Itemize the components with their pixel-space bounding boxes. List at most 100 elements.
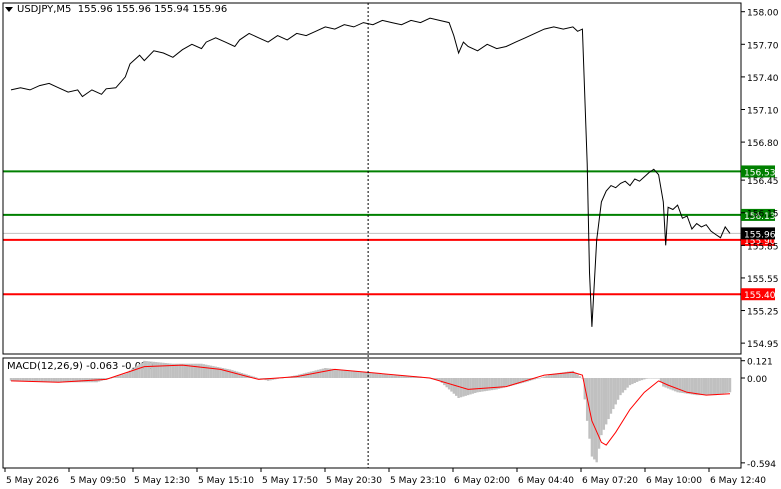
macd-histogram-bar [678,378,682,393]
macd-histogram-bar [228,369,232,378]
macd-histogram-bar [383,374,386,378]
macd-histogram-bar [309,371,313,378]
macd-histogram-bar [238,372,241,378]
macd-histogram-bar [388,374,391,378]
macd-histogram-bar [40,378,44,382]
macd-histogram-bar [571,370,575,378]
macd-histogram-bar [564,371,567,378]
macd-histogram-bar [688,378,691,395]
macd-histogram-bar [314,370,317,378]
macd-histogram-bar [712,378,715,396]
macd-histogram-bar [695,378,698,396]
macd-histogram-bar [195,363,198,378]
macd-histogram-bar [616,378,620,400]
macd-histogram-bar [147,361,151,378]
macd-histogram-bar [495,378,498,390]
macd-histogram-bar [638,378,641,381]
macd-histogram-bar [66,378,70,383]
macd-histogram-bar [481,378,484,392]
price-tick-label: 156.80 [747,139,779,149]
ohlc-values: 155.96 155.96 155.94 155.96 [77,4,228,15]
macd-histogram-bar [83,378,87,383]
macd-histogram-bar [452,378,456,394]
macd-histogram-bar [121,374,125,378]
macd-histogram-bar [197,363,201,378]
macd-histogram-bar [650,378,653,379]
macd-histogram-bar [307,372,310,378]
macd-histogram-bar [538,378,541,379]
macd-histogram-bar [476,378,479,393]
macd-histogram-bar [721,378,725,394]
triangle-down-icon[interactable] [5,6,13,12]
macd-histogram-bar [516,378,520,385]
macd-histogram-bar [471,378,475,394]
time-tick-label: 5 May 12:30 [134,476,190,486]
macd-histogram-bar [235,371,239,378]
macd-histogram-bar [143,360,146,378]
macd-histogram-bar [533,378,536,380]
macd-histogram-bar [157,362,160,378]
macd-histogram-bar [374,373,377,378]
macd-histogram-bar [214,366,217,378]
price-tick-label: 156.45 [747,177,779,187]
macd-histogram-bar [31,378,34,382]
macd-histogram-bar [619,378,622,396]
macd-histogram-bar [657,378,660,379]
macd-histogram-bar [169,363,172,378]
macd-histogram-bar [640,378,644,381]
macd-histogram-bar [683,378,686,394]
macd-histogram-bar [24,378,27,382]
macd-pane[interactable] [9,360,732,463]
macd-histogram-bar [114,376,117,378]
macd-histogram-bar [693,378,696,395]
macd-histogram-bar [305,372,308,378]
macd-histogram-bar [407,375,410,378]
macd-histogram-bar [38,378,41,382]
macd-histogram-bar [259,378,263,379]
macd-histogram-bar [202,364,206,378]
price-pane[interactable] [3,17,741,327]
macd-histogram-bar [357,371,360,378]
macd-histogram-bar [502,378,506,388]
macd-histogram-bar [371,373,375,378]
macd-histogram-bar [438,378,441,381]
macd-histogram-bar [600,378,603,436]
macd-histogram-bar [321,368,325,378]
macd-histogram-bar [628,378,632,386]
macd-histogram-bar [595,378,598,463]
macd-histogram-bar [347,370,351,378]
macd-histogram-bar [609,378,613,414]
macd-histogram-bar [550,374,553,378]
macd-histogram-bar [324,368,327,378]
macd-histogram-bar [350,370,353,378]
symbol-label: USDJPY,M5 [17,4,72,15]
macd-histogram-bar [697,378,701,396]
macd-histogram-bar [76,378,79,383]
level-label-bg-156.53 [741,165,775,178]
macd-histogram-bar [205,364,208,378]
current-price-label-bg [741,227,775,240]
macd-histogram-bar [138,364,141,378]
macd-histogram-bar [547,375,551,378]
macd-histogram-bar [724,378,727,394]
macd-histogram-bar [505,378,508,388]
macd-histogram-bar [700,378,703,396]
macd-histogram-bar [74,378,77,383]
macd-histogram-bar [728,378,732,393]
macd-histogram-bar [376,373,379,378]
macd-histogram-bar [231,370,234,378]
macd-histogram-bar [335,369,339,378]
macd-histogram-bar [78,378,82,383]
macd-histogram-bar [250,375,253,378]
macd-histogram-bar [281,378,284,379]
macd-histogram-bar [474,378,477,393]
macd-histogram-bar [233,370,236,378]
price-tick-label: 156.15 [747,210,779,220]
macd-histogram-bar [59,378,63,383]
macd-histogram-bar [19,378,22,382]
macd-histogram-bar [578,376,582,378]
macd-histogram-bar [35,378,39,382]
